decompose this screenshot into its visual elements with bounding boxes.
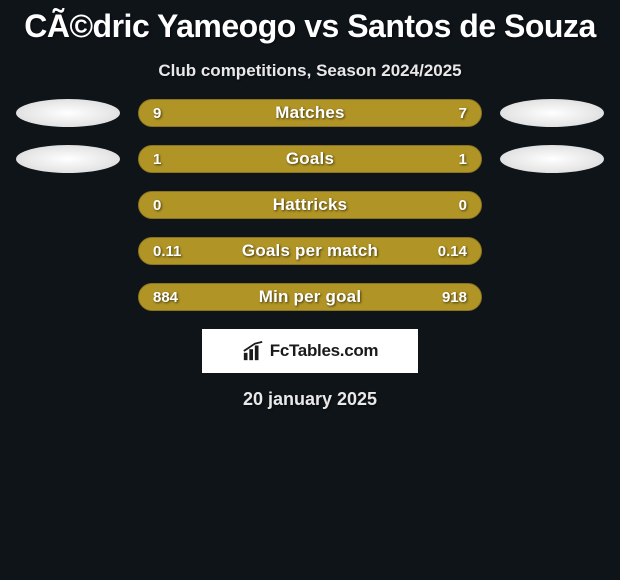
date-label: 20 january 2025	[0, 389, 620, 410]
stat-label: Goals	[286, 149, 334, 169]
player-left-marker	[16, 99, 120, 127]
player-right-marker	[500, 99, 604, 127]
comparison-container: CÃ©dric Yameogo vs Santos de Souza Club …	[0, 0, 620, 410]
stat-bar: 0 Hattricks 0	[138, 191, 482, 219]
stat-row: 884 Min per goal 918	[0, 283, 620, 311]
stat-rows: 9 Matches 7 1 Goals 1 0 Hattricks 0 0.11 Goals per…	[0, 99, 620, 311]
branding-box[interactable]: FcTables.com	[202, 329, 418, 373]
stat-bar: 1 Goals 1	[138, 145, 482, 173]
stat-left-value: 0	[153, 197, 161, 214]
player-right-marker	[500, 145, 604, 173]
stat-fill-left	[139, 146, 310, 172]
stat-right-value: 1	[459, 151, 467, 168]
stat-row: 9 Matches 7	[0, 99, 620, 127]
stat-right-value: 7	[459, 105, 467, 122]
stat-left-value: 0.11	[153, 243, 181, 260]
stat-row: 0 Hattricks 0	[0, 191, 620, 219]
stat-left-value: 1	[153, 151, 161, 168]
stat-bar: 9 Matches 7	[138, 99, 482, 127]
stat-right-value: 918	[442, 289, 467, 306]
page-title: CÃ©dric Yameogo vs Santos de Souza	[0, 0, 620, 51]
stat-left-value: 9	[153, 105, 161, 122]
stat-label: Matches	[275, 103, 344, 123]
stat-row: 0.11 Goals per match 0.14	[0, 237, 620, 265]
chart-icon	[242, 340, 264, 362]
stat-label: Hattricks	[273, 195, 348, 215]
stat-row: 1 Goals 1	[0, 145, 620, 173]
stat-right-value: 0	[459, 197, 467, 214]
stat-label: Goals per match	[242, 241, 378, 261]
stat-left-value: 884	[153, 289, 178, 306]
branding-text: FcTables.com	[270, 341, 379, 361]
stat-label: Min per goal	[259, 287, 362, 307]
subtitle: Club competitions, Season 2024/2025	[0, 51, 620, 99]
stat-bar: 884 Min per goal 918	[138, 283, 482, 311]
stat-right-value: 0.14	[438, 243, 467, 260]
stat-bar: 0.11 Goals per match 0.14	[138, 237, 482, 265]
stat-fill-right	[310, 146, 481, 172]
player-left-marker	[16, 145, 120, 173]
